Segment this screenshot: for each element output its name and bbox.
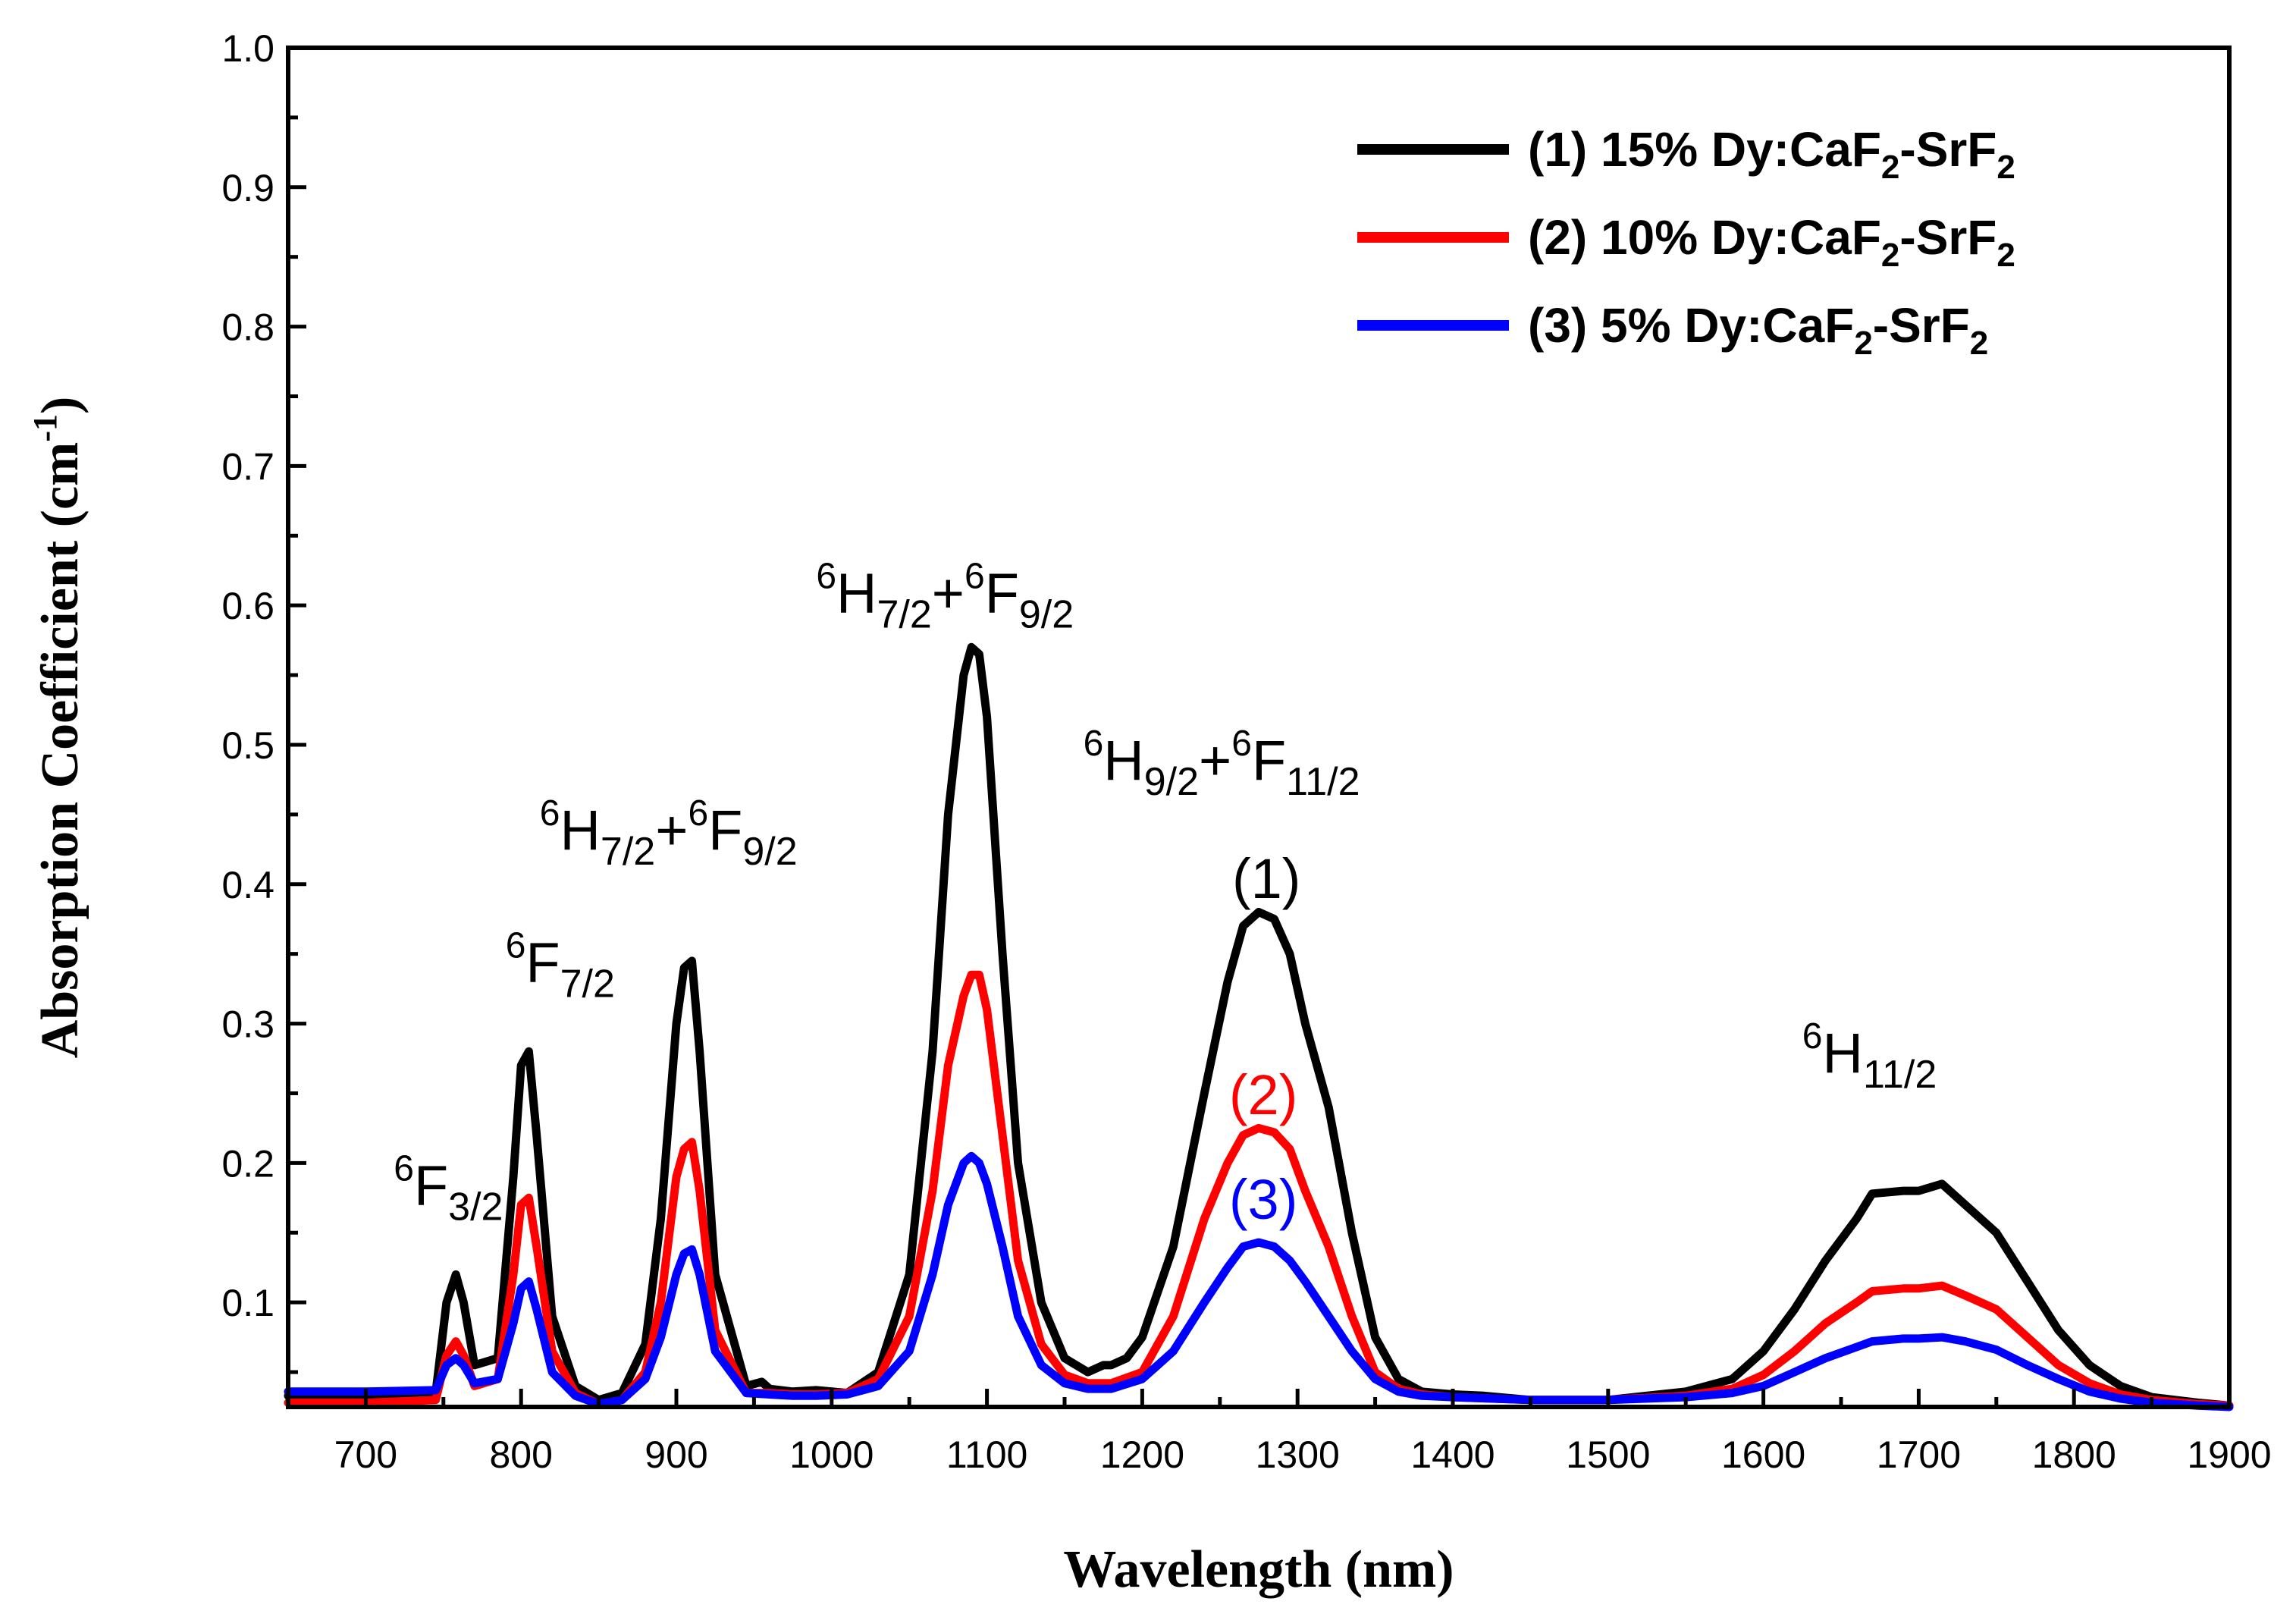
anno-sup: 6	[1084, 724, 1104, 764]
legend-sub: 2	[1970, 325, 1988, 362]
transition-label: 6H7/2+6F9/2	[816, 556, 1074, 636]
x-tick-label: 1600	[1721, 1433, 1805, 1476]
anno-base: F	[708, 799, 742, 862]
y-tick-label: 0.8	[221, 306, 274, 349]
anno-sub: 7/2	[877, 592, 931, 636]
y-tick-label: 0.7	[221, 445, 274, 488]
anno-sup: 6	[816, 556, 836, 596]
anno-sup: 6	[540, 793, 560, 834]
legend-prefix: (3) 5% Dy:CaF	[1528, 298, 1854, 353]
legend-mid: -SrF	[1873, 298, 1970, 353]
transition-label: 6H11/2	[1802, 1016, 1937, 1097]
curve-label: (3)	[1229, 1168, 1297, 1231]
curve-label: (2)	[1229, 1063, 1297, 1126]
y-tick-label: 0.5	[221, 724, 274, 767]
series-line-3	[284, 1151, 2234, 1411]
anno-base: F	[414, 1154, 448, 1217]
y-tick-label: 0.3	[221, 1003, 274, 1046]
y-tick-label: 0.9	[221, 167, 274, 209]
anno-sup: 6	[688, 793, 708, 834]
x-axis-ticks: 700 800 900 1000 1100 1200 1300 1400 1500 1600 170…	[286, 1389, 2272, 1476]
anno-base: F	[525, 931, 560, 994]
anno-sup: 6	[1231, 724, 1252, 764]
curve-label: (1)	[1232, 847, 1300, 910]
x-tick-label: 1900	[2187, 1433, 2271, 1476]
x-tick-label: 900	[645, 1433, 707, 1476]
y-tick-label: 1.0	[221, 27, 274, 70]
legend-mid: -SrF	[1899, 122, 1996, 177]
legend-entry: (3) 5% Dy:CaF2-SrF2	[1528, 298, 1988, 362]
legend-sub: 2	[1996, 237, 2015, 274]
series-line-1	[284, 642, 2234, 1410]
x-tick-label: 1400	[1410, 1433, 1495, 1476]
y-axis-title-close: )	[31, 397, 89, 414]
legend: (1) 15% Dy:CaF2-SrF2(2) 10% Dy:CaF2-SrF2…	[1357, 122, 2015, 362]
legend-prefix: (2) 10% Dy:CaF	[1528, 210, 1881, 265]
anno-sub: 7/2	[601, 830, 655, 874]
anno-sub: 11/2	[1286, 760, 1360, 804]
x-tick-label: 800	[489, 1433, 552, 1476]
legend-sub: 2	[1854, 325, 1872, 362]
anno-sup: 6	[394, 1148, 414, 1189]
y-axis-title-sup: -1	[27, 414, 64, 442]
anno-sub: 9/2	[1019, 592, 1074, 636]
y-axis-title-main: Absorption Coefficient (cm	[31, 442, 89, 1059]
legend-mid: -SrF	[1899, 210, 1996, 265]
legend-entry: (1) 15% Dy:CaF2-SrF2	[1528, 122, 2015, 186]
y-axis-ticks: 0.1 0.2 0.3 0.4 0.5 0.6 0.7 0.8 0.9 1.0	[221, 27, 306, 1374]
y-tick-label: 0.1	[221, 1282, 274, 1324]
y-tick-label: 0.4	[221, 864, 274, 906]
x-tick-label: 1800	[2032, 1433, 2116, 1476]
y-tick-label: 0.2	[221, 1142, 274, 1185]
anno-base: H	[1823, 1022, 1863, 1085]
anno-sub: 11/2	[1863, 1053, 1937, 1097]
anno-sub: 3/2	[448, 1185, 503, 1229]
legend-sub: 2	[1881, 149, 1899, 186]
anno-sup: 6	[1802, 1016, 1823, 1057]
anno-base: H	[1103, 729, 1143, 792]
transition-label: 6H7/2+6F9/2	[540, 793, 798, 874]
anno-base: F	[1252, 729, 1286, 792]
x-tick-label: 1100	[946, 1433, 1028, 1476]
anno-plus: +	[1199, 729, 1231, 792]
transition-label: 6F3/2	[394, 1148, 503, 1229]
anno-base: H	[836, 561, 877, 624]
legend-entry: (2) 10% Dy:CaF2-SrF2	[1528, 210, 2015, 274]
anno-base: F	[985, 561, 1019, 624]
x-tick-label: 700	[334, 1433, 397, 1476]
anno-plus: +	[932, 561, 965, 624]
x-tick-label: 1500	[1566, 1433, 1650, 1476]
anno-sub: 9/2	[742, 830, 797, 874]
x-tick-label: 1300	[1256, 1433, 1340, 1476]
anno-sub: 7/2	[560, 962, 615, 1006]
legend-sub: 2	[1881, 237, 1899, 274]
legend-sub: 2	[1996, 149, 2015, 186]
anno-sup: 6	[965, 556, 985, 596]
y-tick-label: 0.6	[221, 585, 274, 627]
anno-sup: 6	[506, 925, 526, 966]
transition-label: 6F7/2	[506, 925, 615, 1006]
x-axis-title: Wavelength (nm)	[1063, 1540, 1454, 1599]
plot-frame	[286, 46, 2232, 1409]
x-tick-label: 1200	[1100, 1433, 1184, 1476]
x-tick-label: 1700	[1877, 1433, 1961, 1476]
legend-prefix: (1) 15% Dy:CaF	[1528, 122, 1881, 177]
anno-sub: 9/2	[1144, 760, 1199, 804]
transition-label: 6H9/2+6F11/2	[1084, 724, 1360, 804]
y-axis-title: Absorption Coefficient (cm-1)	[27, 397, 89, 1059]
anno-plus: +	[655, 799, 688, 862]
x-tick-label: 1000	[789, 1433, 874, 1476]
transition-annotations: 6F3/26F7/26H7/2+6F9/26H7/2+6F9/26H9/2+6F…	[394, 556, 1937, 1229]
anno-base: H	[560, 799, 600, 862]
series-curves	[284, 642, 2234, 1411]
curve-labels: (1) (2) (3)	[1229, 847, 1301, 1231]
